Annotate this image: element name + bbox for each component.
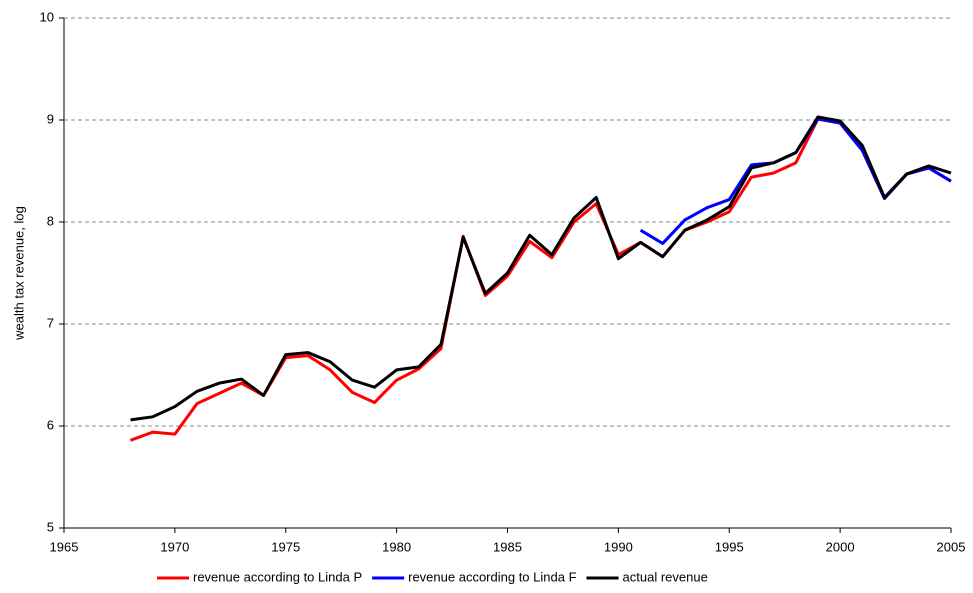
x-tick-label: 2005 bbox=[937, 539, 966, 554]
x-tick-label: 1985 bbox=[493, 539, 522, 554]
y-tick-label: 5 bbox=[47, 519, 54, 534]
line-series bbox=[639, 117, 952, 245]
x-tick-label: 1980 bbox=[382, 539, 411, 554]
y-tick-label: 7 bbox=[47, 315, 54, 330]
legend-label: revenue according to Linda P bbox=[193, 569, 362, 584]
line-series bbox=[130, 117, 952, 442]
x-tick-label: 1990 bbox=[604, 539, 633, 554]
x-tick-label: 1975 bbox=[271, 539, 300, 554]
y-axis-label: wealth tax revenue, log bbox=[11, 206, 26, 341]
x-tick-label: 1970 bbox=[160, 539, 189, 554]
line-series bbox=[130, 115, 952, 422]
y-tick-label: 6 bbox=[47, 417, 54, 432]
legend-label: revenue according to Linda F bbox=[408, 569, 576, 584]
x-tick-label: 1965 bbox=[50, 539, 79, 554]
y-tick-label: 10 bbox=[40, 9, 54, 24]
legend-label: actual revenue bbox=[623, 569, 708, 584]
x-tick-label: 1995 bbox=[715, 539, 744, 554]
x-tick-label: 2000 bbox=[826, 539, 855, 554]
y-tick-label: 8 bbox=[47, 213, 54, 228]
y-tick-label: 9 bbox=[47, 111, 54, 126]
